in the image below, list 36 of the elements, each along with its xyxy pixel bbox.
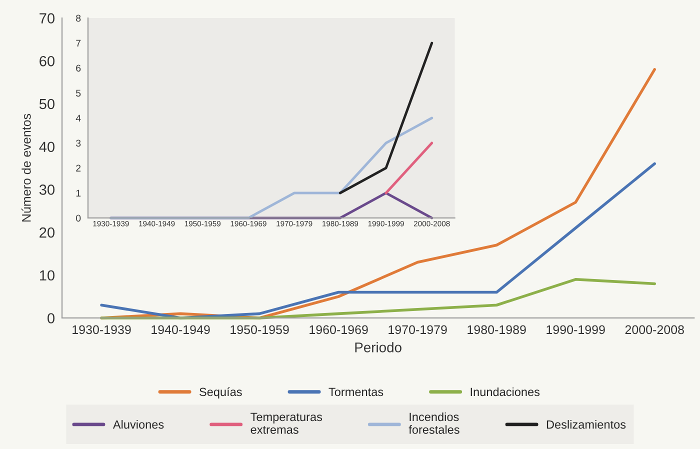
legend-label: Aluviones [112, 420, 164, 429]
y-tick-label: 30 [39, 184, 55, 195]
x-tick-label: 1990-1999 [546, 325, 605, 334]
x-tick-label: 1960-1969 [310, 325, 368, 334]
y-tick-label: 8 [76, 14, 81, 22]
x-tick-label: 1930-1939 [72, 325, 131, 334]
y-tick-label: 20 [40, 227, 55, 238]
y-tick-label: 1 [76, 190, 81, 197]
legend-label: Tormentas [328, 388, 384, 396]
x-tick-label: 2000-2008 [625, 325, 684, 334]
y-tick-label: 7 [76, 40, 81, 47]
y-tick-label: 10 [40, 270, 55, 281]
y-tick-label: 70 [40, 13, 55, 24]
y-tick-label: 60 [40, 56, 55, 66]
legend-label: Temperaturas extremas [250, 412, 322, 434]
y-tick-label: 5 [76, 90, 81, 97]
x-tick-label: 1980-1989 [468, 325, 526, 334]
x-axis-title: Periodo [355, 342, 402, 352]
y-tick-label: 0 [48, 313, 55, 324]
y-tick-label: 4 [76, 114, 81, 122]
y-tick-label: 2 [76, 164, 81, 172]
y-tick-label: 3 [76, 140, 81, 147]
legend-label: Sequías [200, 387, 242, 398]
x-tick-label: 1970-1979 [388, 325, 447, 334]
y-tick-label: 50 [39, 98, 55, 110]
y-tick-label: 40 [39, 142, 55, 152]
x-tick-label: 1940-1949 [152, 325, 210, 334]
legend-label: Inundaciones [470, 387, 540, 396]
line-series [110, 116, 434, 220]
y-axis-title: Número de eventos [22, 114, 31, 222]
x-tick-label: 1950-1959 [230, 325, 289, 334]
y-tick-label: 6 [76, 64, 81, 72]
legend-label: Incendios forestales [408, 412, 460, 434]
legend-label: Deslizamientos [546, 420, 626, 429]
line-series [100, 278, 656, 320]
y-tick-label: 0 [76, 214, 81, 222]
